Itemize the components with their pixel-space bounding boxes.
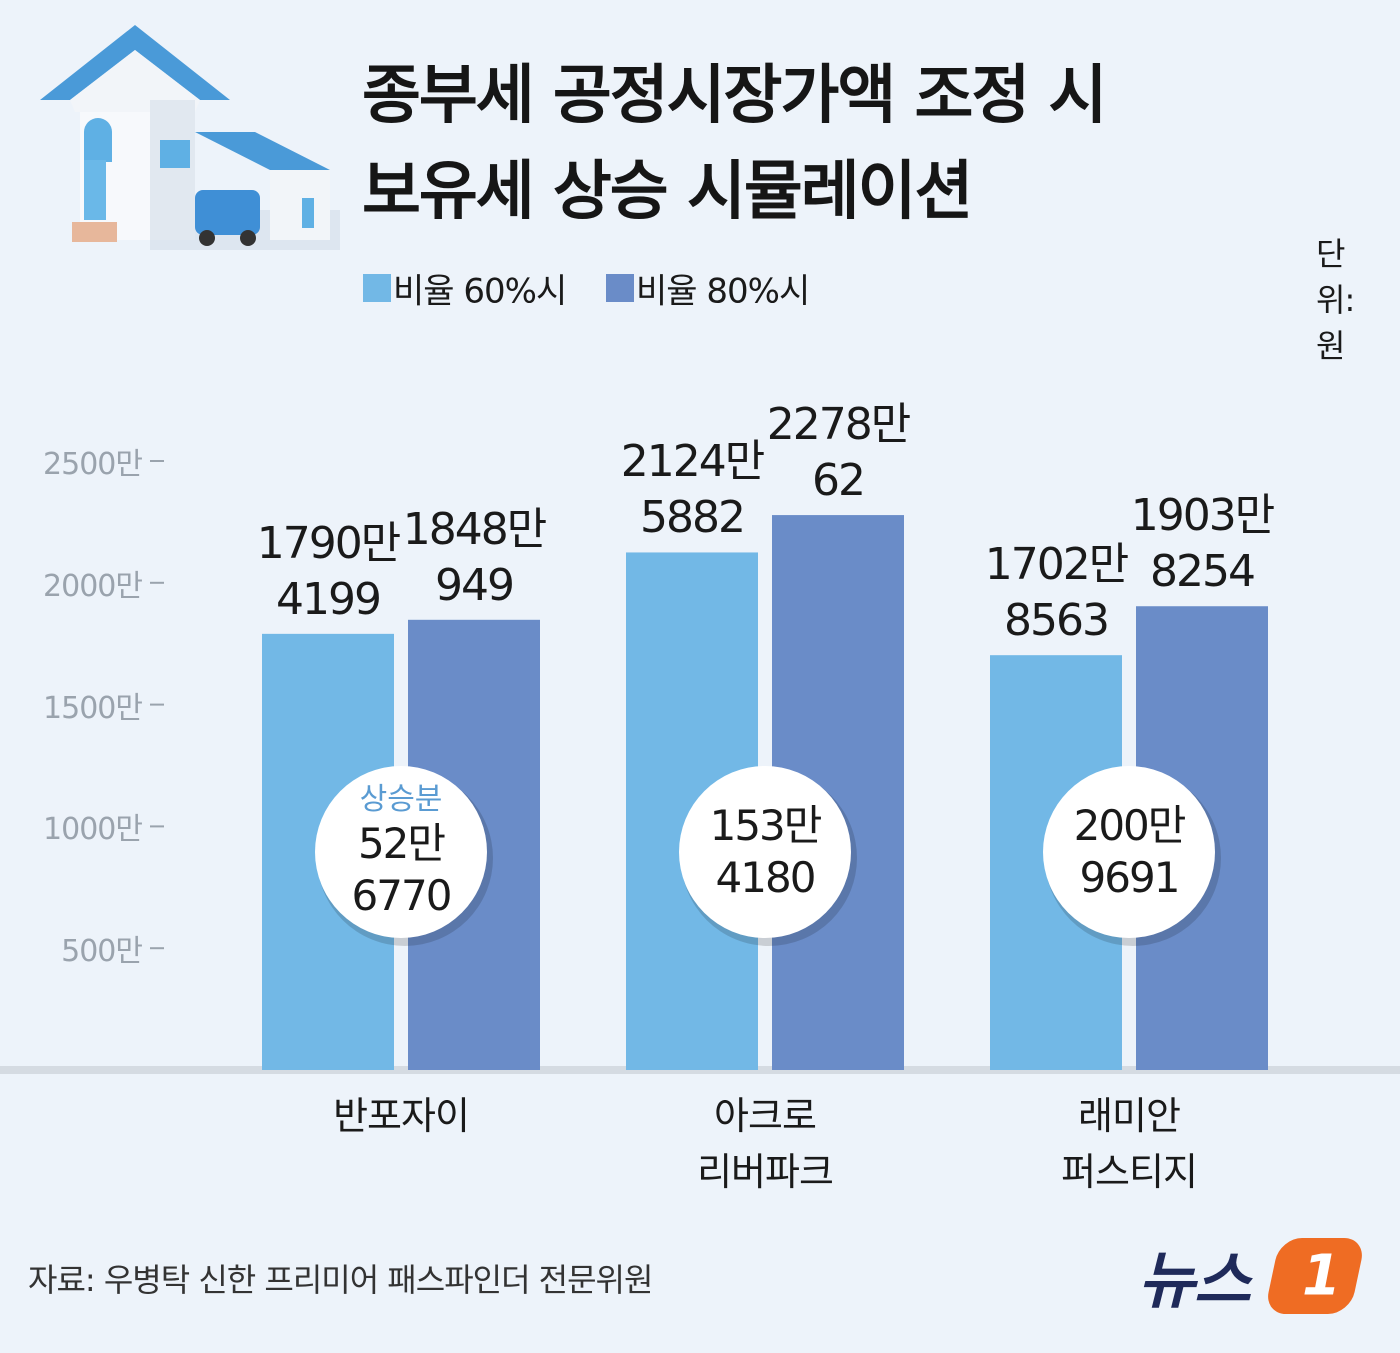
x-tick-label: 아크로 리버파크 [697,1094,834,1194]
legend-label: 비율 80%시 [636,271,810,312]
legend-swatch [606,274,634,302]
increase-label: 52만 6770 [351,819,453,920]
data-label: 2278만 62 [766,399,911,507]
x-tick-label: 래미안 퍼스티지 [1061,1094,1198,1194]
data-label: 2124만 5882 [620,436,765,544]
increase-label: 153만 4180 [709,801,823,902]
data-label: 1790만 4199 [256,517,401,625]
legend-label: 비율 60%시 [393,271,567,312]
legend-swatch [363,274,391,302]
x-tick-label: 반포자이 [333,1094,470,1138]
logo-badge [1268,1238,1362,1314]
house-illustration [40,25,340,250]
increase-badge [679,766,851,938]
y-tick-label: 1500만 [43,690,143,726]
y-tick-label: 2500만 [43,447,143,482]
logo-mark: 1 [1302,1243,1341,1309]
logo-text: 뉴스 [1138,1244,1251,1317]
increase-badge [315,766,487,938]
unit-label: 단위: 원 [1316,235,1355,365]
chart-title: 종부세 공정시장가액 조정 시 보유세 상승 시뮬레이션 [362,59,1107,229]
increase-title: 상승분 [359,782,443,817]
y-tick-label: 500만 [61,934,143,970]
data-label: 1848만 949 [402,503,547,611]
increase-badge [1043,766,1215,938]
source: 자료: 우병탁 신한 프리미어 패스파인더 전문위원 [28,1261,653,1299]
data-label: 1903만 8254 [1130,490,1275,598]
increase-label: 200만 9691 [1073,801,1187,902]
data-label: 1702만 8563 [984,539,1129,647]
y-tick-label: 2000만 [43,568,143,604]
y-tick-label: 1000만 [43,812,143,848]
